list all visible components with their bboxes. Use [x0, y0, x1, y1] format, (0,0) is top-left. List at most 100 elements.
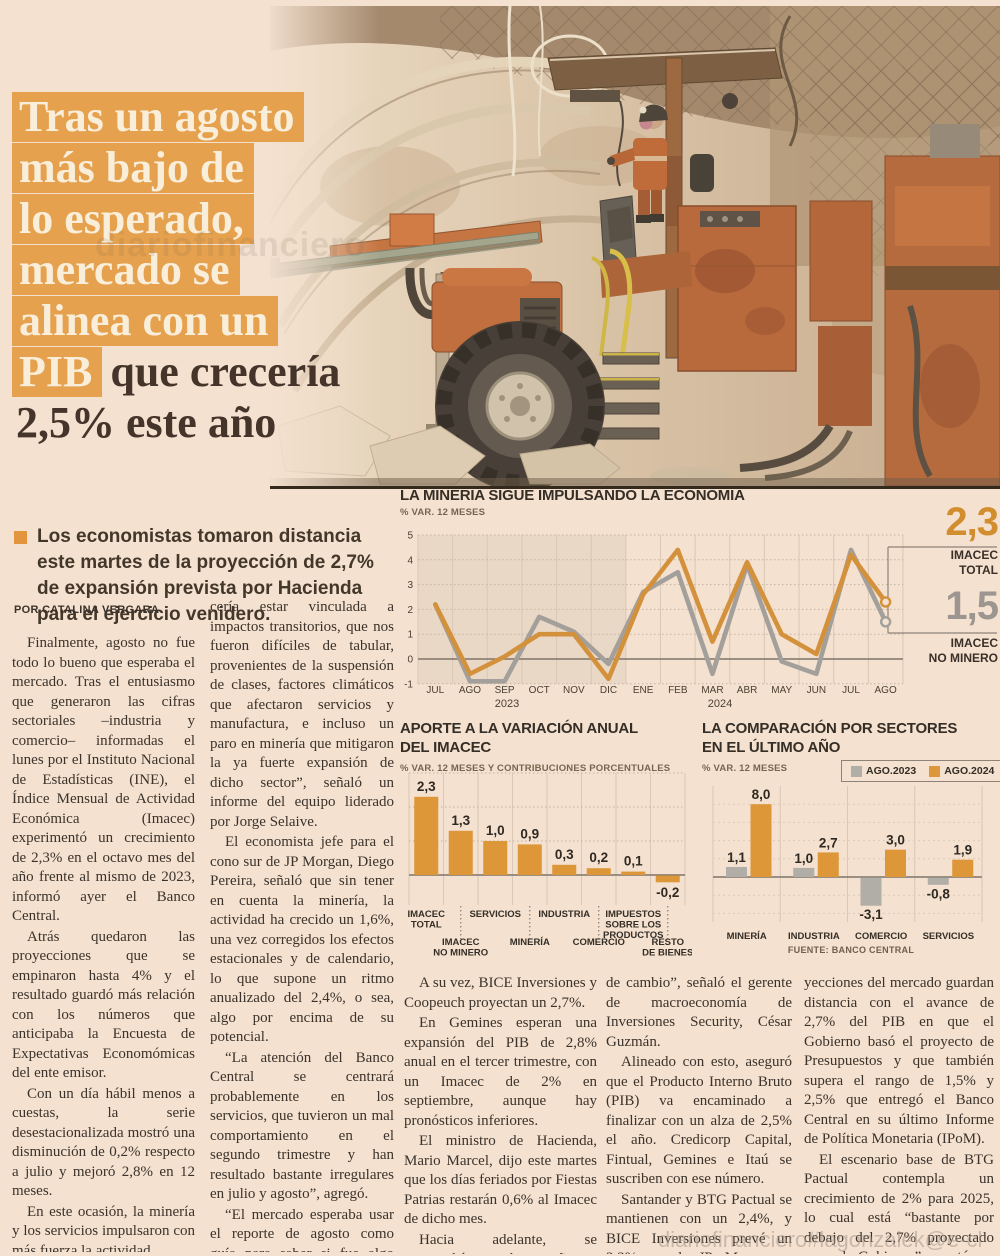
legend-item-2024: AGO.2024	[929, 765, 994, 777]
line-chart-title: LA MINERÍA SIGUE IMPULSANDO LA ECONOMÍA	[400, 487, 745, 504]
svg-text:INDUSTRIA: INDUSTRIA	[788, 931, 840, 942]
svg-text:MINERÍA: MINERÍA	[727, 931, 767, 942]
svg-text:1,0: 1,0	[794, 851, 813, 866]
article-column-3: A su vez, BICE Inversiones y Coopeuch pr…	[404, 974, 597, 1254]
svg-text:IMACEC: IMACEC	[442, 937, 480, 948]
mine-tunnel-photo	[270, 6, 1000, 489]
headline-line-1: Tras un agosto	[12, 92, 305, 142]
legend-label-2024: AGO.2024	[944, 765, 995, 777]
svg-text:-0,2: -0,2	[656, 885, 679, 900]
svg-text:DIC: DIC	[600, 685, 617, 696]
svg-text:INDUSTRIA: INDUSTRIA	[538, 909, 590, 920]
svg-text:FEB: FEB	[668, 685, 688, 696]
svg-text:SOBRE LOS: SOBRE LOS	[605, 920, 661, 931]
lede-bullet-icon	[14, 531, 27, 544]
svg-text:-1: -1	[404, 679, 413, 690]
svg-text:0,2: 0,2	[589, 850, 608, 865]
svg-text:-0,8: -0,8	[927, 886, 951, 901]
svg-text:8,0: 8,0	[752, 787, 771, 802]
svg-text:JUL: JUL	[426, 685, 444, 696]
bar2-plot: 1,1 8,0 MINERÍA 1,0 2,7 INDUSTRIA -3,1 3,0 COMER…	[702, 786, 1000, 955]
article-paragraph: Santander y BTG Pactual se mantienen con…	[606, 1191, 792, 1255]
headline-line-5: alinea con un	[12, 296, 279, 346]
svg-text:OCT: OCT	[529, 685, 550, 696]
svg-text:1,0: 1,0	[486, 823, 505, 838]
svg-text:AGO: AGO	[459, 685, 481, 696]
svg-text:4: 4	[407, 555, 413, 566]
legend: AGO.2023 AGO.2024	[841, 760, 1000, 782]
svg-text:0,3: 0,3	[555, 847, 574, 862]
headline-watermark: diariofinanciero	[95, 226, 367, 264]
article-paragraph: El ministro de Hacienda, Mario Marcel, d…	[404, 1133, 597, 1227]
line-chart-plot: 5 4 3 2 1 0 -1 JUL AGO SEP OCT NOV DIC ENE FEB MAR ABR MA…	[400, 516, 1000, 721]
svg-text:NOV: NOV	[563, 685, 585, 696]
svg-text:0,9: 0,9	[520, 826, 539, 841]
svg-text:-3,1: -3,1	[859, 907, 883, 922]
svg-text:1,9: 1,9	[953, 843, 972, 858]
svg-text:2: 2	[407, 605, 413, 616]
svg-text:2024: 2024	[708, 698, 732, 710]
bar1-title-l2: DEL IMACEC	[400, 739, 492, 756]
article-paragraph: En este ocasión, la minería y los servic…	[12, 1203, 195, 1253]
imacec-nm-label-l1: IMACEC	[950, 636, 998, 650]
article-column-2: cería estar vinculada a impactos transit…	[210, 598, 394, 1252]
article-paragraph: yecciones del mercado guardan distancia …	[804, 975, 994, 1147]
imacec-no-minero-label: IMACEC NO MINERO	[929, 636, 998, 666]
article-paragraph: Con un día hábil menos a cuestas, la ser…	[12, 1085, 195, 1200]
article-paragraph: “La atención del Banco Central se centra…	[210, 1049, 394, 1203]
legend-swatch-2023	[851, 765, 862, 777]
source-note: FUENTE: BANCO CENTRAL	[787, 945, 915, 955]
article-paragraph: A su vez, BICE Inversiones y Coopeuch pr…	[404, 975, 597, 1011]
svg-text:RESTO: RESTO	[651, 937, 684, 948]
article-paragraph: En Gemines esperan una expansión del PIB…	[404, 1015, 597, 1129]
imacec-total-label-l2: TOTAL	[959, 563, 998, 577]
article-paragraph: El escenario base de BTG Pactual contemp…	[804, 1151, 994, 1255]
lede: Los economistas tomaron distancia este m…	[14, 524, 392, 628]
article-paragraph: Hacia adelante, se mantendría un desempe…	[404, 1231, 597, 1255]
bar2-title-l2: EN EL ÚLTIMO AÑO	[702, 739, 841, 756]
imacec-total-value: 2,3	[945, 500, 999, 544]
article-paragraph: Finalmente, agosto no fue todo lo bueno …	[12, 635, 195, 924]
svg-text:0: 0	[407, 655, 413, 666]
svg-text:0,1: 0,1	[624, 854, 643, 869]
svg-text:TOTAL: TOTAL	[411, 920, 442, 931]
headline-line-3: lo esperado,	[12, 194, 254, 244]
svg-text:2,3: 2,3	[417, 779, 436, 794]
svg-text:2,7: 2,7	[819, 835, 838, 850]
article-paragraph: de cambio”, señaló el gerente de macroec…	[606, 975, 792, 1050]
svg-text:NO MINERO: NO MINERO	[433, 948, 488, 959]
svg-text:JUL: JUL	[842, 685, 860, 696]
bar1-plot: 2,3 1,3 1,0 0,9 0,3 0,2 0,1 -0,2 IMACEC TOTAL IMAC…	[400, 772, 693, 977]
headline-line-7: 2,5% este año	[16, 398, 277, 447]
imacec-total-label-l1: IMACEC	[950, 548, 998, 562]
lede-text: Los economistas tomaron distancia este m…	[37, 526, 374, 625]
line-chart-mineria: LA MINERÍA SIGUE IMPULSANDO LA ECONOMÍA …	[400, 486, 1000, 716]
svg-text:3,0: 3,0	[886, 833, 905, 848]
svg-text:1: 1	[407, 630, 413, 641]
bar2-subtitle: % VAR. 12 MESES	[702, 763, 788, 774]
bottom-watermark: diariofinanciero#lagonzalek@e-cl	[658, 1227, 983, 1252]
svg-text:5: 5	[407, 531, 413, 542]
bar1-title-l1: APORTE A LA VARIACIÓN ANUAL	[400, 720, 638, 737]
svg-text:SEP: SEP	[495, 685, 515, 696]
article-column-5: yecciones del mercado guardan distancia …	[804, 974, 994, 1254]
svg-text:DE BIENES: DE BIENES	[642, 948, 692, 959]
line-chart-subtitle: % VAR. 12 MESES	[400, 507, 486, 518]
svg-text:IMPUESTOS: IMPUESTOS	[605, 909, 661, 920]
svg-text:MINERÍA: MINERÍA	[510, 937, 550, 948]
svg-text:MAR: MAR	[701, 685, 723, 696]
col4-part1: de cambio”, señaló el gerente de macroec…	[606, 974, 792, 1254]
svg-text:2023: 2023	[495, 698, 519, 710]
svg-text:1,3: 1,3	[451, 813, 470, 828]
svg-text:COMERCIO: COMERCIO	[573, 937, 625, 948]
bar2-title-l1: LA COMPARACIÓN POR SECTORES	[702, 720, 958, 737]
headline-line-4: mercado se	[12, 245, 240, 295]
legend-item-2023: AGO.2023	[851, 765, 916, 777]
headline-line-6-rest: que crecería	[110, 347, 341, 396]
svg-text:1,1: 1,1	[727, 850, 746, 865]
svg-text:PRODUCTOS: PRODUCTOS	[603, 930, 664, 941]
imacec-nm-label-l2: NO MINERO	[928, 651, 998, 665]
article-paragraph: El economista jefe para el cono sur de J…	[210, 834, 394, 1045]
svg-text:COMERCIO: COMERCIO	[855, 931, 907, 942]
